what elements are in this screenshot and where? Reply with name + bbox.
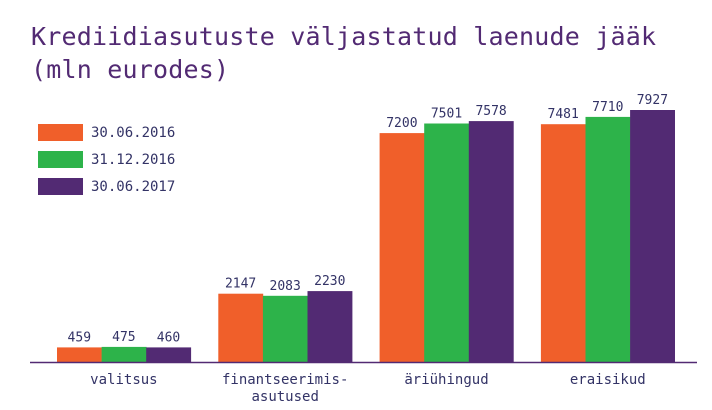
bar-2-0 (379, 133, 425, 362)
value-label-0-2: 460 (157, 330, 180, 345)
bar-2-1 (424, 123, 470, 362)
legend-label-0: 30.06.2016 (91, 124, 176, 141)
value-label-3-2: 7927 (637, 93, 668, 108)
value-label-2-2: 7578 (475, 104, 506, 119)
legend-swatch-1 (38, 151, 83, 168)
category-label-1-line-1: asutused (251, 389, 318, 405)
value-label-1-0: 2147 (225, 277, 256, 292)
value-label-3-0: 7481 (548, 107, 579, 122)
legend: 30.06.2016 31.12.2016 30.06.2017 (38, 119, 175, 200)
value-label-2-0: 7200 (386, 116, 417, 131)
legend-label-1: 31.12.2016 (91, 151, 176, 168)
bar-0-0 (57, 347, 102, 362)
chart-subtitle: (mln eurodes) (31, 55, 230, 84)
value-label-1-1: 2083 (270, 279, 301, 294)
bar-1-2 (307, 291, 353, 362)
category-label-2: äriühingud (404, 372, 488, 388)
category-label-0: valitsus (90, 372, 157, 388)
bar-2-2 (468, 121, 514, 362)
bar-1-0 (218, 293, 264, 362)
bar-1-1 (262, 295, 308, 362)
legend-item-2: 30.06.2017 (38, 173, 175, 200)
chart-title-line-1: Krediidiasutuste väljastatud laenude jää… (31, 22, 657, 51)
bar-3-2 (630, 110, 675, 362)
legend-item-0: 30.06.2016 (38, 119, 175, 146)
bar-3-1 (585, 116, 631, 363)
chart-title: Krediidiasutuste väljastatud laenude jää… (31, 20, 656, 86)
legend-swatch-0 (38, 124, 83, 141)
value-label-2-1: 7501 (431, 107, 462, 122)
bar-3-0 (540, 124, 586, 362)
legend-swatch-2 (38, 178, 83, 195)
legend-label-2: 30.06.2017 (91, 178, 176, 195)
value-label-0-0: 459 (68, 330, 91, 345)
value-label-1-2: 2230 (314, 274, 345, 289)
legend-item-1: 31.12.2016 (38, 146, 175, 173)
category-label-3: eraisikud (570, 372, 646, 388)
category-label-1-line-0: finantseerimis- (222, 372, 348, 388)
bar-0-2 (146, 347, 192, 362)
value-label-0-1: 475 (112, 330, 135, 345)
value-label-3-1: 7710 (592, 100, 623, 115)
bar-0-1 (101, 346, 147, 362)
